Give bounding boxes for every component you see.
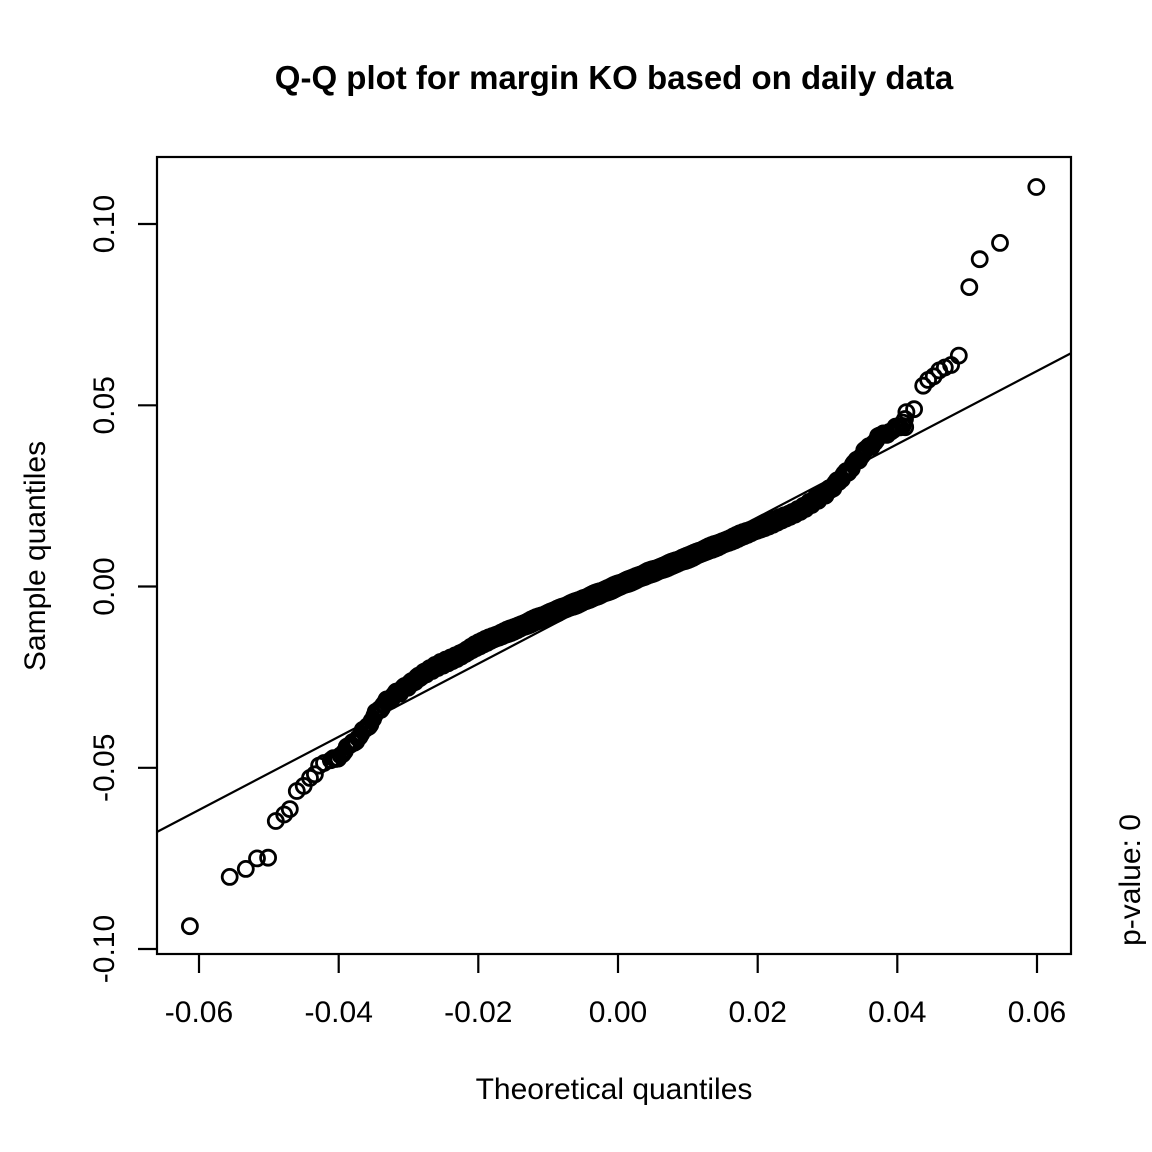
x-tick-label: 0.06: [1008, 996, 1066, 1029]
x-tick-label: 0.04: [868, 996, 926, 1029]
x-tick-label: 0.00: [589, 996, 647, 1029]
chart-title: Q-Q plot for margin KO based on daily da…: [274, 59, 954, 96]
x-tick-label: 0.02: [729, 996, 787, 1029]
y-axis-title: Sample quantiles: [19, 440, 52, 672]
tail-outlier-points: [180, 178, 1046, 936]
data-point-marker: [248, 849, 266, 868]
dense-point-band: [321, 417, 915, 770]
y-tick-label: 0.00: [88, 557, 121, 615]
p-value-annotation: p-value: 0: [1114, 814, 1147, 946]
data-point-marker: [275, 805, 294, 824]
data-point-marker: [1027, 178, 1046, 196]
y-tick-label: 0.05: [88, 376, 121, 434]
data-point-marker: [991, 233, 1009, 252]
axes-group: -0.06 -0.04 -0.02 0.00 0.02 0.04 0.06 -0.10 -0.0…: [88, 155, 1073, 1029]
data-point-marker: [896, 410, 914, 428]
qq-reference-line: [156, 352, 1072, 833]
data-point-marker: [220, 868, 239, 886]
data-point-marker: [305, 765, 324, 784]
y-tick-label: 0.10: [88, 195, 121, 253]
x-tick-label: -0.04: [305, 996, 373, 1029]
plot-border: [155, 155, 1073, 956]
data-point-marker: [259, 848, 278, 867]
data-point-marker: [315, 754, 333, 772]
qq-reference-line-group: [156, 352, 1072, 833]
data-point-marker: [905, 400, 923, 419]
data-point-marker: [236, 860, 255, 878]
data-point-marker: [970, 250, 989, 269]
data-point-marker: [897, 403, 916, 422]
x-tick-label: -0.02: [444, 996, 512, 1029]
data-point-marker: [180, 917, 199, 936]
x-tick-label: -0.06: [165, 996, 233, 1029]
data-point-marker: [949, 346, 968, 365]
y-tick-label: -0.10: [88, 915, 121, 983]
data-point-marker: [280, 800, 299, 818]
y-tick-label: -0.05: [88, 734, 121, 802]
data-point-marker: [960, 278, 979, 297]
x-axis-title: Theoretical quantiles: [475, 1073, 753, 1106]
